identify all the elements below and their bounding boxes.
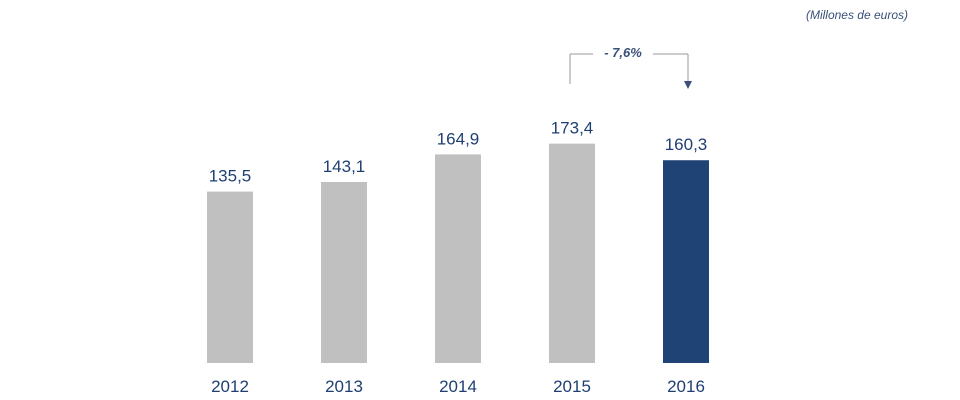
x-tick-label-2014: 2014 [439, 377, 477, 396]
bar-2012 [207, 191, 253, 363]
x-tick-label-2013: 2013 [325, 377, 363, 396]
unit-note: (Millones de euros) [805, 8, 908, 22]
bar-2016 [663, 160, 709, 363]
value-label-2012: 135,5 [209, 167, 252, 186]
change-annotation-bracket [569, 53, 692, 89]
value-label-2016: 160,3 [665, 135, 708, 154]
x-tick-label-2012: 2012 [211, 377, 249, 396]
bar-2015 [549, 143, 595, 363]
bar-2014 [435, 154, 481, 363]
x-tick-label-2016: 2016 [667, 377, 705, 396]
value-label-2013: 143,1 [323, 157, 366, 176]
value-labels-group: 135,5 143,1 164,9 173,4 160,3 [209, 119, 708, 186]
value-label-2015: 173,4 [551, 119, 594, 138]
x-axis-ticks: 2012 2013 2014 2015 2016 [211, 377, 705, 396]
annotation-arrow-icon [684, 81, 692, 89]
bar-2013 [321, 181, 367, 363]
bars-group [207, 143, 709, 363]
x-tick-label-2015: 2015 [553, 377, 591, 396]
value-label-2014: 164,9 [437, 129, 480, 148]
change-annotation-label: - 7,6% [604, 45, 642, 60]
